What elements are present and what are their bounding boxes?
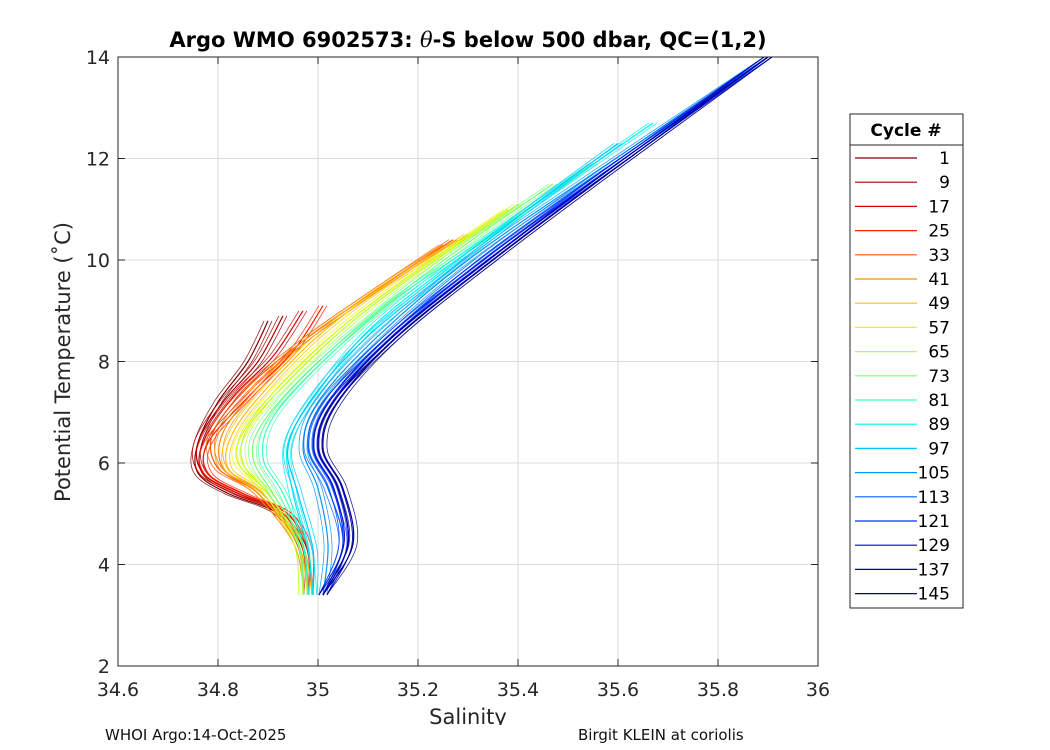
y-tick-label: 8: [98, 352, 110, 374]
series-line-cycle-73: [248, 183, 550, 596]
legend-label-cycle-105: 105: [918, 464, 950, 484]
chart-title-suffix: -S below 500 dbar, QC=(1,2): [433, 28, 767, 52]
legend-label-cycle-137: 137: [918, 560, 950, 580]
series-line-cycle-73: [251, 183, 554, 596]
series-line-cycle-97: [291, 142, 623, 596]
footer-right: Birgit KLEIN at coriolis: [578, 726, 744, 744]
legend-items: 1 9 17 25 33 41 49 57 65 73 81 89 97 105 113 121 129 137 1…: [855, 149, 950, 605]
series-line-cycle-89: [285, 122, 654, 596]
series-line-cycle-145: [318, 56, 765, 596]
x-tick-label: 35.8: [697, 679, 739, 701]
legend-label-cycle-65: 65: [928, 343, 950, 363]
legend: Cycle # 1 9 17 25 33 41 49 57 65 73 81 89 97 105 113 12…: [849, 113, 964, 609]
legend-label-cycle-17: 17: [928, 197, 950, 217]
series-line-cycle-89: [282, 122, 650, 596]
y-tick-label: 14: [86, 47, 110, 69]
series-line-cycle-49: [221, 234, 465, 596]
legend-label-cycle-41: 41: [928, 270, 950, 290]
axis-ticks: 34.6 34.8 35 35.2 35.4 35.6 35.8 36 2 4 6 8 10 12 14: [86, 47, 830, 701]
y-tick-label: 12: [86, 149, 110, 171]
series-line-cycle-113: [303, 56, 765, 596]
legend-label-cycle-121: 121: [918, 512, 950, 532]
x-tick-label: 34.8: [197, 679, 239, 701]
x-tick-label: 34.6: [97, 679, 139, 701]
legend-label-cycle-33: 33: [928, 246, 950, 266]
series-line-cycle-81: [266, 163, 598, 596]
legend-label-cycle-81: 81: [928, 391, 950, 411]
legend-label-cycle-9: 9: [939, 173, 950, 193]
series-line-cycle-145: [322, 56, 769, 596]
series-line-cycle-1: [198, 320, 313, 596]
footer-left: WHOI Argo:14-Oct-2025: [105, 726, 287, 744]
series-line-cycle-41: [214, 244, 440, 596]
chart-title-theta: θ: [420, 28, 433, 52]
legend-label-cycle-129: 129: [918, 536, 950, 556]
y-axis-label: Potential Temperature (˚C): [51, 222, 75, 502]
legend-box: [849, 113, 964, 609]
series-line-cycle-97: [283, 142, 615, 596]
x-tick-label: 35.6: [597, 679, 639, 701]
series-line-cycle-81: [261, 163, 594, 596]
x-tick-label: 35.2: [397, 679, 439, 701]
series-line-cycle-41: [218, 244, 444, 596]
series-line-cycle-97: [286, 142, 619, 596]
legend-label-cycle-57: 57: [928, 318, 950, 338]
chart-title: Argo WMO 6902573: θ-S below 500 dbar, QC…: [169, 28, 766, 52]
y-tick-label: 10: [86, 250, 110, 272]
chart-title-prefix: Argo WMO 6902573:: [169, 28, 420, 52]
legend-label-cycle-97: 97: [928, 439, 950, 459]
legend-label-cycle-49: 49: [928, 294, 950, 314]
series-line-cycle-89: [290, 122, 658, 596]
legend-label-cycle-89: 89: [928, 415, 950, 435]
x-tick-label: 36: [806, 679, 830, 701]
series-line-cycle-145: [326, 56, 773, 596]
series-line-cycle-81: [258, 163, 590, 596]
legend-label-cycle-1: 1: [939, 149, 950, 169]
series-group: [190, 56, 773, 596]
legend-label-cycle-73: 73: [928, 367, 950, 387]
series-line-cycle-49: [225, 234, 469, 596]
legend-label-cycle-145: 145: [918, 585, 950, 605]
x-axis-label: Salinity: [429, 705, 507, 725]
series-line-cycle-49: [229, 234, 473, 596]
series-line-cycle-105: [302, 56, 769, 596]
theta-s-chart: Argo WMO 6902573: θ-S below 500 dbar, QC…: [51, 28, 964, 725]
series-line-cycle-1: [194, 320, 309, 596]
series-line-cycle-105: [298, 56, 765, 596]
x-tick-label: 35.4: [497, 679, 539, 701]
y-tick-label: 6: [98, 453, 110, 475]
legend-title: Cycle #: [870, 121, 941, 141]
y-tick-label: 4: [98, 555, 110, 577]
y-tick-label: 2: [98, 656, 110, 678]
legend-label-cycle-113: 113: [918, 488, 950, 508]
legend-label-cycle-25: 25: [928, 222, 950, 242]
x-tick-label: 35: [306, 679, 330, 701]
series-line-cycle-65: [236, 203, 515, 596]
